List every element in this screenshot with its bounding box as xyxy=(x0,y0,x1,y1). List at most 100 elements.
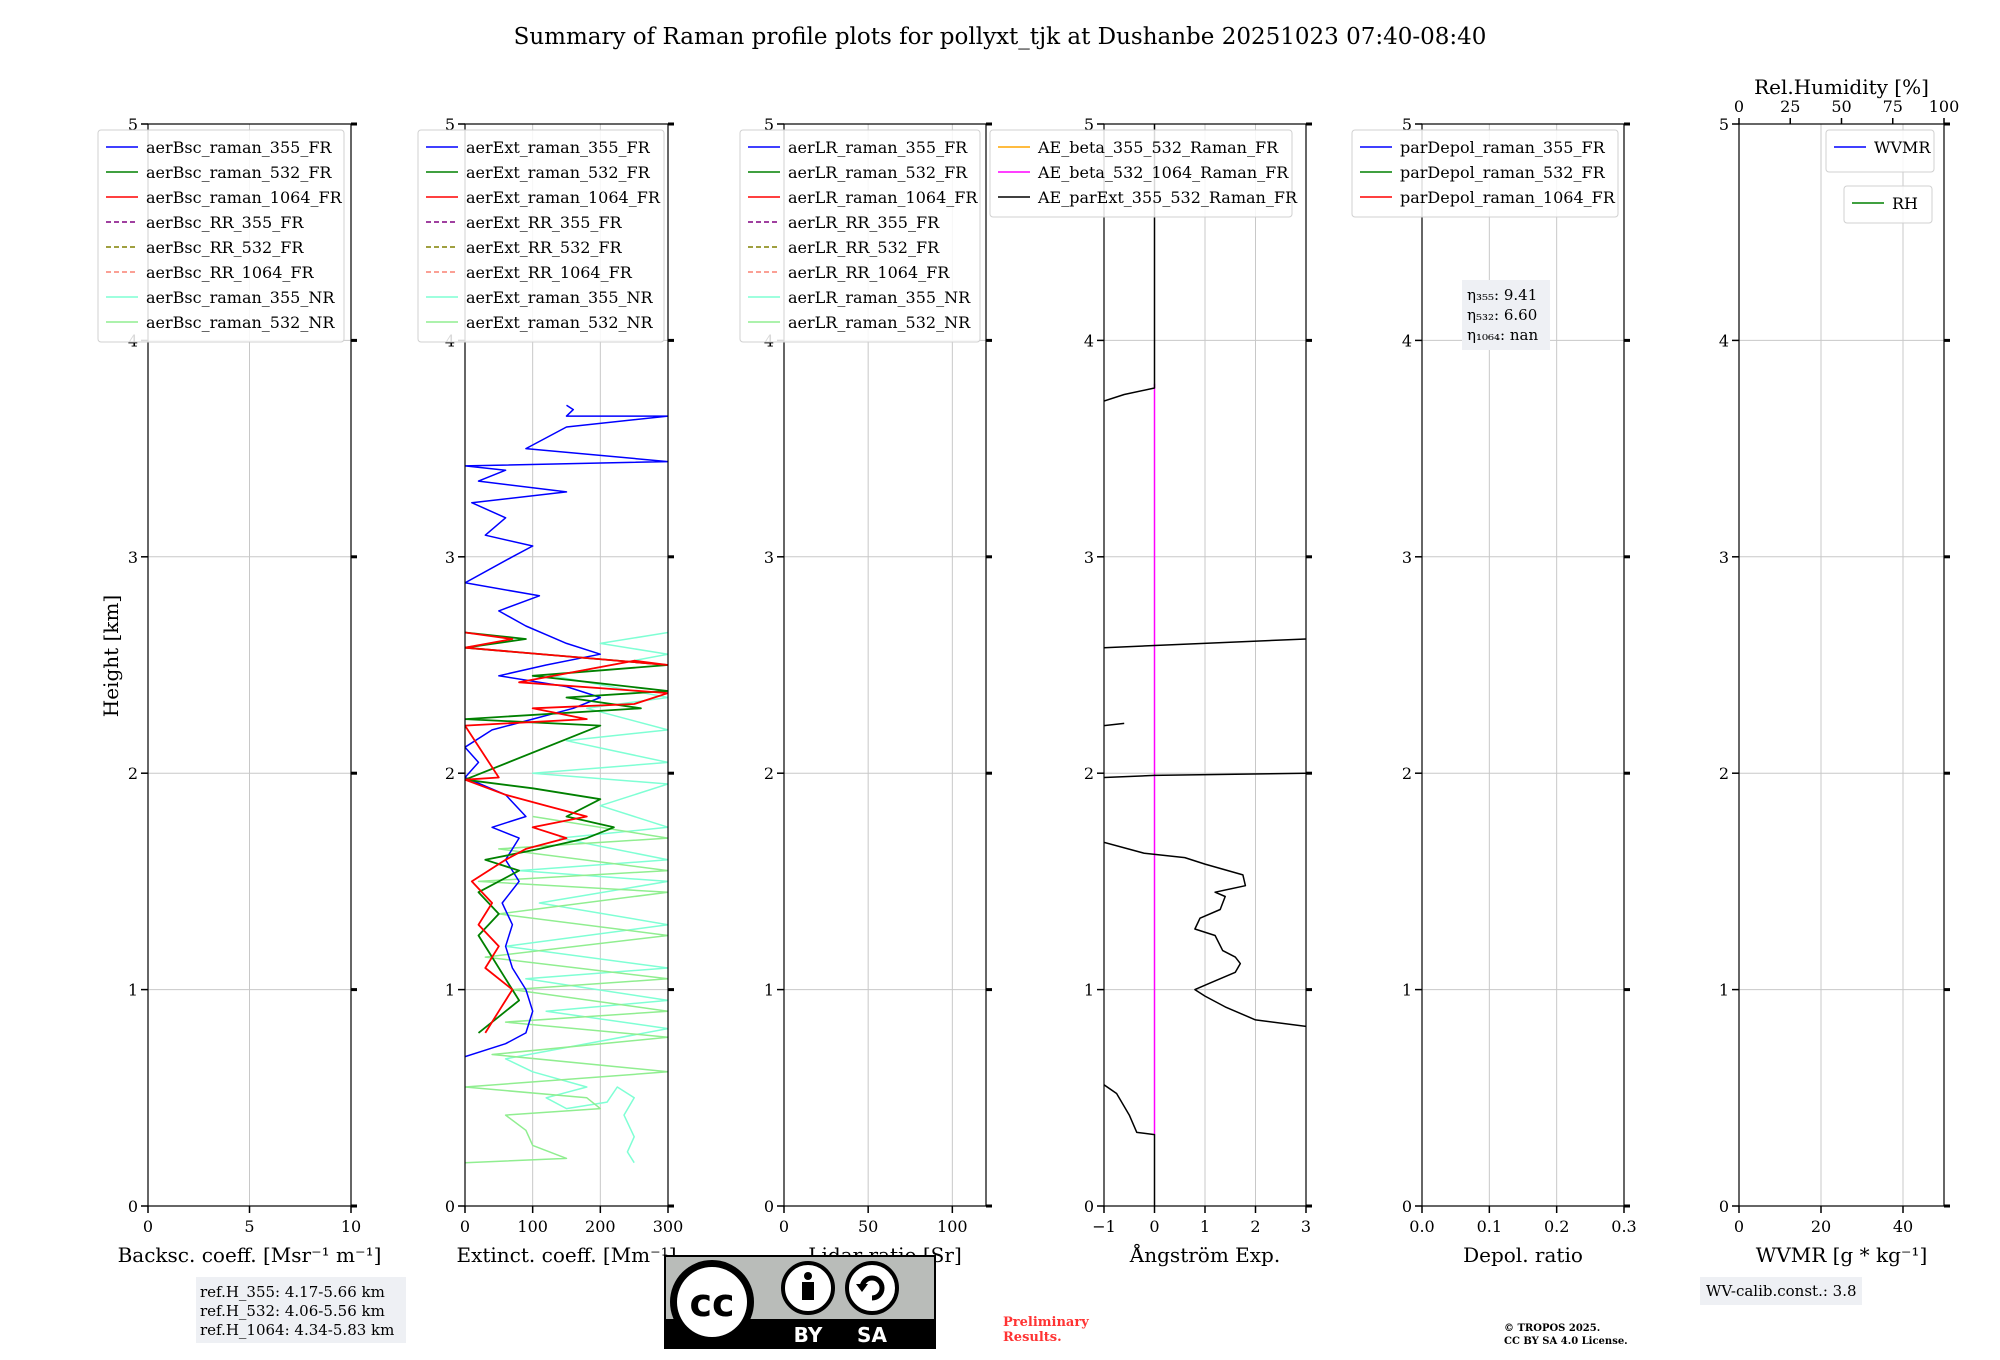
x-tick-label-0: 0 xyxy=(1734,1217,1744,1236)
legend: aerLR_raman_355_FR aerLR_raman_532_FR aerL… xyxy=(739,129,981,343)
y-tick-label-2: 2 xyxy=(1402,764,1412,783)
y-tick-label-0: 0 xyxy=(1402,1197,1412,1216)
legend-frame xyxy=(1843,185,1933,224)
ref-height-355: ref.H_355: 4.17-5.66 km xyxy=(200,1283,385,1301)
y-tick-label-3: 3 xyxy=(1402,548,1412,567)
legend-label-3: aerLR_RR_355_FR xyxy=(788,213,940,232)
legend-label-4: aerExt_RR_532_FR xyxy=(466,238,623,257)
x-tick-label-0: 0 xyxy=(779,1217,789,1236)
legend-frame xyxy=(417,129,665,343)
legend-label-6: aerLR_raman_355_NR xyxy=(788,288,971,307)
y-tick-label-1: 1 xyxy=(128,981,138,1000)
legend: parDepol_raman_355_FR parDepol_raman_532_… xyxy=(1351,129,1619,218)
preliminary-label-line1: Preliminary xyxy=(1003,1315,1089,1330)
eta-box: η₃₅₅: 9.41 η₅₃₂: 6.60 η₁₀₆₄: nan xyxy=(1462,280,1550,350)
legend-label-6: aerExt_raman_355_NR xyxy=(466,288,654,307)
y-tick-label-3: 3 xyxy=(128,548,138,567)
figure-title: Summary of Raman profile plots for polly… xyxy=(514,24,1487,50)
legend-label-4: aerLR_RR_532_FR xyxy=(788,238,940,257)
y-tick-label-4: 4 xyxy=(1719,331,1729,350)
x-axis-label: Ångström Exp. xyxy=(1129,1242,1280,1267)
y-tick-label-0: 0 xyxy=(1719,1197,1729,1216)
y-tick-label-0: 0 xyxy=(128,1197,138,1216)
y-tick-label-4: 4 xyxy=(1402,331,1412,350)
panel-depolarization: 0 1 2 3 4 5 0.0 0.1 0.2 0.3 Depol. ratio parDepol_r… xyxy=(1351,115,1637,1267)
x-tick-label-0: 0 xyxy=(460,1217,470,1236)
sa-label: SA xyxy=(857,1323,887,1347)
x-axis-label: WVMR [g * kg⁻¹] xyxy=(1756,1243,1928,1267)
legend-label-5: aerBsc_RR_1064_FR xyxy=(146,263,315,282)
y-tick-label-0: 0 xyxy=(1084,1197,1094,1216)
y-tick-label-4: 4 xyxy=(1084,331,1094,350)
ref-height-532: ref.H_532: 4.06-5.56 km xyxy=(200,1302,385,1320)
series-group xyxy=(465,404,668,1164)
cc-circle-inner xyxy=(677,1267,747,1337)
series-line-4 xyxy=(465,631,668,1034)
y-tick-label-2: 2 xyxy=(445,764,455,783)
x-tick-label-1: 50 xyxy=(858,1217,878,1236)
x-tick-label-3: 0.3 xyxy=(1611,1217,1636,1236)
y-tick-label-5: 5 xyxy=(1719,115,1729,134)
x-tick-label-2: 0.2 xyxy=(1544,1217,1569,1236)
legend-label-1: parDepol_raman_532_FR xyxy=(1400,163,1606,182)
sa-arrow-arc xyxy=(859,1275,885,1301)
copyright-line1: © TROPOS 2025. xyxy=(1504,1323,1600,1334)
y-tick-label-3: 3 xyxy=(764,548,774,567)
legend-label-3: aerExt_RR_355_FR xyxy=(466,213,623,232)
ref-height-box: ref.H_355: 4.17-5.66 km ref.H_532: 4.06-… xyxy=(196,1277,406,1343)
by-person-head xyxy=(804,1272,812,1280)
top-x-tick-label-2: 50 xyxy=(1831,97,1851,116)
x-tick-label-2: 40 xyxy=(1893,1217,1913,1236)
legend-label-2: aerBsc_raman_1064_FR xyxy=(146,188,343,207)
x-axis-label: Extinct. coeff. [Mm⁻¹] xyxy=(456,1243,676,1267)
wv-calib-const: WV-calib.const.: 3.8 xyxy=(1706,1282,1857,1300)
x-tick-label-1: 5 xyxy=(244,1217,254,1236)
legend-frame xyxy=(739,129,981,343)
x-tick-label-0: −1 xyxy=(1092,1217,1116,1236)
eta-value-1: η₅₃₂: 6.60 xyxy=(1467,306,1537,324)
wv-calib-box xyxy=(1700,1277,1862,1305)
cc-license-badge: cc BY SA xyxy=(664,1255,936,1349)
legend-label-0: aerLR_raman_355_FR xyxy=(788,138,968,157)
legend-label-1: AE_beta_532_1064_Raman_FR xyxy=(1037,163,1289,182)
y-tick-label-2: 2 xyxy=(1084,764,1094,783)
x-tick-label-1: 0.1 xyxy=(1477,1217,1502,1236)
y-tick-label-0: 0 xyxy=(764,1197,774,1216)
y-tick-label-5: 5 xyxy=(764,115,774,134)
legend-label-7: aerLR_raman_532_NR xyxy=(788,313,971,332)
panels: 0123450510Backsc. coeff. [Msr⁻¹ m⁻¹]aerB… xyxy=(97,75,1959,1267)
legend-frame xyxy=(1825,129,1935,173)
legend-label-1: aerBsc_raman_532_FR xyxy=(146,163,332,182)
y-tick-label-1: 1 xyxy=(1719,981,1729,1000)
legend-secondary: RH xyxy=(1843,185,1933,224)
y-tick-label-2: 2 xyxy=(1719,764,1729,783)
y-tick-label-5: 5 xyxy=(128,115,138,134)
y-tick-label-1: 1 xyxy=(445,981,455,1000)
x-tick-label-2: 200 xyxy=(585,1217,616,1236)
y-tick-label-2: 2 xyxy=(764,764,774,783)
y-tick-label-5: 5 xyxy=(1084,115,1094,134)
series-group xyxy=(1104,124,1306,1206)
x-axis-label: Backsc. coeff. [Msr⁻¹ m⁻¹] xyxy=(118,1243,382,1267)
legend-label-2: AE_parExt_355_532_Raman_FR xyxy=(1037,188,1298,207)
x-tick-label-2: 1 xyxy=(1200,1217,1210,1236)
panel-backscatter: 0123450510Backsc. coeff. [Msr⁻¹ m⁻¹]aerB… xyxy=(97,115,382,1267)
x-axis-label: Depol. ratio xyxy=(1463,1243,1583,1267)
y-tick-label-0: 0 xyxy=(445,1197,455,1216)
legend-label-0: WVMR xyxy=(1874,138,1931,157)
sa-arrow-head xyxy=(856,1284,868,1292)
top-x-axis-label: Rel.Humidity [%] xyxy=(1754,75,1929,99)
series-line-5 xyxy=(1104,638,1306,649)
panel-lidar-ratio: 012345050100Lidar ratio [Sr]aerLR_raman_… xyxy=(739,115,992,1267)
legend-label-7: aerBsc_raman_532_NR xyxy=(146,313,335,332)
ref-height-box-bg xyxy=(196,1277,406,1343)
y-tick-label-1: 1 xyxy=(1402,981,1412,1000)
series-line-3 xyxy=(1104,772,1306,779)
legend-label-5: aerExt_RR_1064_FR xyxy=(466,263,633,282)
x-tick-label-3: 2 xyxy=(1250,1217,1260,1236)
legend-frame xyxy=(97,129,345,343)
series-line-0 xyxy=(504,631,668,1164)
